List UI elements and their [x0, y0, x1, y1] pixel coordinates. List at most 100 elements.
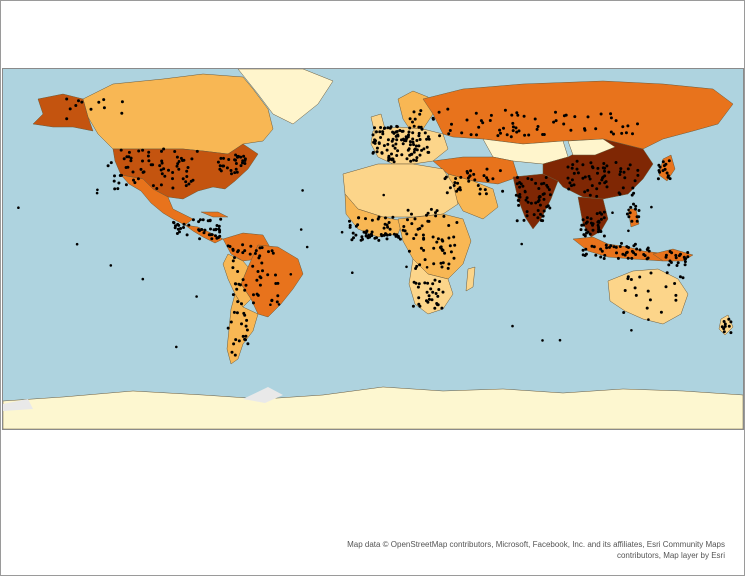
location-point[interactable]: [516, 176, 519, 179]
location-point[interactable]: [632, 202, 635, 206]
location-point[interactable]: [441, 261, 445, 265]
location-point[interactable]: [448, 244, 452, 248]
location-point[interactable]: [602, 216, 606, 220]
location-point[interactable]: [198, 237, 202, 241]
location-point[interactable]: [518, 185, 522, 189]
location-point[interactable]: [216, 160, 220, 164]
location-point[interactable]: [245, 328, 249, 332]
location-point[interactable]: [634, 207, 637, 211]
location-point[interactable]: [588, 177, 592, 181]
location-point[interactable]: [631, 132, 634, 136]
location-point[interactable]: [208, 219, 212, 223]
location-point[interactable]: [542, 133, 546, 136]
location-point[interactable]: [589, 221, 593, 225]
location-point[interactable]: [235, 311, 239, 315]
location-point[interactable]: [667, 263, 671, 267]
location-point[interactable]: [395, 138, 399, 142]
location-point[interactable]: [191, 178, 195, 182]
location-point[interactable]: [686, 255, 690, 259]
location-point[interactable]: [187, 182, 191, 186]
location-point[interactable]: [218, 164, 222, 168]
location-point[interactable]: [258, 283, 262, 287]
location-point[interactable]: [682, 255, 686, 259]
location-point[interactable]: [440, 306, 444, 310]
location-point[interactable]: [440, 238, 444, 242]
location-point[interactable]: [683, 260, 687, 264]
location-point[interactable]: [517, 129, 521, 133]
location-point[interactable]: [167, 168, 170, 172]
location-point[interactable]: [609, 130, 613, 134]
location-point[interactable]: [97, 100, 101, 104]
location-point[interactable]: [659, 310, 663, 314]
location-point[interactable]: [229, 169, 233, 172]
location-point[interactable]: [427, 137, 431, 141]
location-point[interactable]: [552, 120, 556, 124]
location-point[interactable]: [647, 318, 650, 321]
location-point[interactable]: [113, 187, 117, 191]
location-point[interactable]: [541, 339, 544, 342]
location-point[interactable]: [523, 189, 527, 193]
location-point[interactable]: [581, 176, 585, 180]
location-point[interactable]: [517, 203, 521, 207]
location-point[interactable]: [267, 250, 270, 254]
location-point[interactable]: [418, 138, 422, 141]
location-point[interactable]: [231, 293, 235, 297]
location-point[interactable]: [207, 233, 211, 237]
location-point[interactable]: [163, 174, 167, 178]
location-point[interactable]: [222, 156, 225, 160]
location-point[interactable]: [516, 113, 520, 117]
location-point[interactable]: [184, 184, 188, 188]
location-point[interactable]: [162, 167, 166, 171]
location-point[interactable]: [614, 245, 618, 249]
location-point[interactable]: [382, 193, 386, 197]
location-point[interactable]: [258, 246, 262, 250]
location-point[interactable]: [607, 170, 611, 174]
location-point[interactable]: [554, 119, 558, 123]
location-point[interactable]: [594, 127, 598, 131]
location-point[interactable]: [412, 110, 416, 114]
location-point[interactable]: [515, 111, 519, 115]
location-point[interactable]: [221, 164, 225, 168]
location-point[interactable]: [626, 277, 630, 281]
location-point[interactable]: [418, 263, 422, 267]
location-point[interactable]: [727, 317, 731, 321]
location-point[interactable]: [416, 285, 420, 289]
location-point[interactable]: [232, 310, 236, 314]
location-point[interactable]: [600, 249, 604, 253]
location-point[interactable]: [514, 126, 518, 130]
location-point[interactable]: [394, 234, 398, 238]
location-point[interactable]: [621, 125, 625, 129]
region-mexico[interactable]: [120, 174, 194, 226]
location-point[interactable]: [426, 135, 430, 139]
location-point[interactable]: [65, 117, 69, 121]
location-point[interactable]: [453, 243, 457, 247]
location-point[interactable]: [408, 126, 412, 130]
location-point[interactable]: [382, 226, 386, 230]
location-point[interactable]: [597, 225, 601, 229]
location-point[interactable]: [526, 177, 530, 180]
location-point[interactable]: [214, 234, 217, 238]
location-point[interactable]: [374, 130, 378, 134]
location-point[interactable]: [546, 185, 550, 189]
location-point[interactable]: [584, 221, 588, 225]
location-point[interactable]: [542, 197, 546, 201]
location-point[interactable]: [519, 182, 523, 186]
location-point[interactable]: [232, 342, 236, 346]
location-point[interactable]: [445, 191, 449, 195]
location-point[interactable]: [588, 193, 592, 197]
location-point[interactable]: [259, 276, 263, 280]
location-point[interactable]: [364, 234, 368, 238]
location-point[interactable]: [133, 181, 137, 185]
location-point[interactable]: [630, 249, 634, 253]
location-point[interactable]: [132, 178, 135, 182]
location-point[interactable]: [440, 265, 444, 269]
location-point[interactable]: [488, 119, 492, 122]
location-point[interactable]: [541, 214, 545, 218]
location-point[interactable]: [375, 150, 379, 154]
location-point[interactable]: [68, 107, 72, 111]
location-point[interactable]: [414, 233, 418, 237]
location-point[interactable]: [422, 147, 426, 151]
location-point[interactable]: [626, 167, 630, 171]
location-point[interactable]: [151, 163, 155, 167]
location-point[interactable]: [244, 334, 248, 338]
